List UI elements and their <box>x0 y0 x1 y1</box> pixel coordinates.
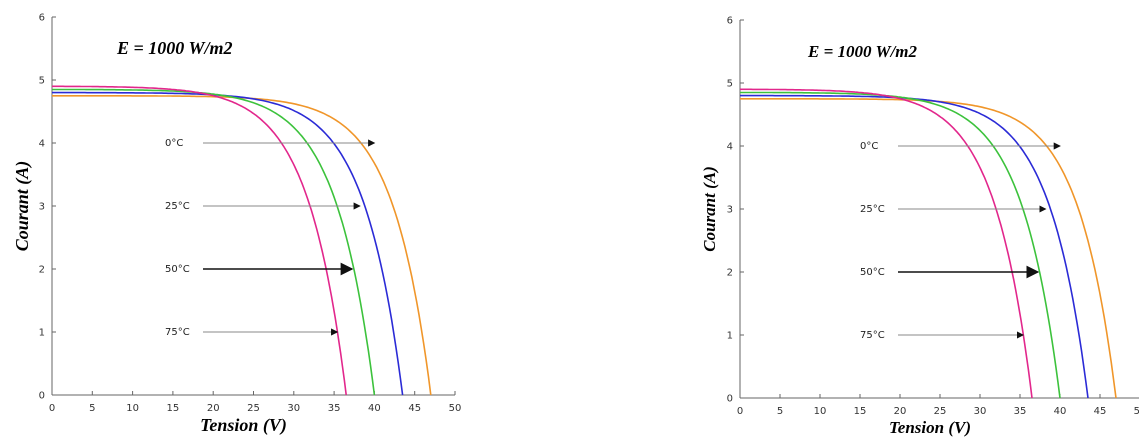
chart2-curve-0c <box>740 98 1117 399</box>
chart2-y-tick-label: 5 <box>727 79 733 90</box>
chart2-temp-label: 50°C <box>860 267 885 278</box>
chart1-y-tick-label: 3 <box>39 202 45 213</box>
chart2-curve-75c <box>740 88 1033 399</box>
chart1-x-tick-label: 50 <box>449 403 462 414</box>
chart1-x-tick-label: 5 <box>89 403 95 414</box>
chart1-y-tick-label: 6 <box>39 13 45 24</box>
chart2-y-axis-title: Courant (A) <box>700 166 719 252</box>
chart1-x-tick-label: 15 <box>167 403 180 414</box>
chart2-y-tick-label: 1 <box>727 331 733 342</box>
chart1-x-tick-label: 0 <box>49 403 55 414</box>
chart1-y-tick-label: 0 <box>39 391 45 402</box>
chart1-curve-75c <box>52 85 347 396</box>
chart2-y-tick-label: 0 <box>727 394 733 405</box>
chart2-temp-label: 0°C <box>860 141 878 152</box>
chart2-x-tick-label: 20 <box>894 406 907 417</box>
chart1-irradiance-annotation: E = 1000 W/m2 <box>116 38 232 58</box>
chart2-x-tick-label: 35 <box>1014 406 1027 417</box>
chart2-y-tick-label: 2 <box>727 268 733 279</box>
chart2-x-axis-title: Tension (V) <box>889 418 971 437</box>
chart1-temp-label: 25°C <box>165 201 190 212</box>
chart2-x-tick-label: 10 <box>814 406 827 417</box>
chart1-y-tick-label: 4 <box>39 139 45 150</box>
chart1-curve-25c <box>52 91 404 396</box>
chart2-x-tick-label: 25 <box>934 406 947 417</box>
chart1-temp-label: 50°C <box>165 264 190 275</box>
chart1-x-tick-label: 20 <box>207 403 220 414</box>
chart1-y-tick-label: 1 <box>39 328 45 339</box>
chart1-x-tick-label: 25 <box>247 403 260 414</box>
chart1-y-tick-label: 5 <box>39 76 45 87</box>
chart1-x-tick-label: 35 <box>328 403 341 414</box>
chart2-y-tick-label: 6 <box>727 16 733 27</box>
chart1-curve-0c <box>52 95 432 396</box>
chart2-x-tick-label: 45 <box>1094 406 1107 417</box>
chart2-x-tick-label: 40 <box>1054 406 1067 417</box>
chart2-x-tick-label: 15 <box>854 406 867 417</box>
chart2-temp-label: 75°C <box>860 330 885 341</box>
chart2-x-tick-label: 0 <box>737 406 743 417</box>
iv-chart-right-svg: 0123456051015202530354045500°C25°C50°C75… <box>700 16 1139 437</box>
chart2-x-tick-label: 30 <box>974 406 987 417</box>
chart1-x-axis-title: Tension (V) <box>200 415 287 436</box>
chart2-temp-label: 25°C <box>860 204 885 215</box>
chart1-temp-label: 0°C <box>165 138 183 149</box>
chart2-x-tick-label: 50 <box>1134 406 1139 417</box>
chart1-x-tick-label: 30 <box>287 403 300 414</box>
chart1-curve-50c <box>52 88 376 396</box>
chart2-y-tick-label: 4 <box>727 142 733 153</box>
chart1-y-tick-label: 2 <box>39 265 45 276</box>
chart2-y-tick-label: 3 <box>727 205 733 216</box>
chart1-temp-label: 75°C <box>165 327 190 338</box>
chart1-x-tick-label: 10 <box>126 403 139 414</box>
iv-chart-right: 0123456051015202530354045500°C25°C50°C75… <box>690 0 1139 438</box>
chart1-x-tick-label: 45 <box>408 403 421 414</box>
iv-chart-left: 0 1 2 3 4 5 6 0 5 10 15 20 25 30 35 40 45 50 0°C 25°C 50°C 75… <box>0 0 560 438</box>
chart1-x-tick-label: 40 <box>368 403 381 414</box>
chart2-irradiance-annotation: E = 1000 W/m2 <box>807 42 918 61</box>
chart2-curve-25c <box>740 94 1089 399</box>
chart2-x-tick-label: 5 <box>777 406 783 417</box>
chart2-curve-50c <box>740 91 1061 399</box>
chart1-y-axis-title: Courant (A) <box>12 161 33 252</box>
